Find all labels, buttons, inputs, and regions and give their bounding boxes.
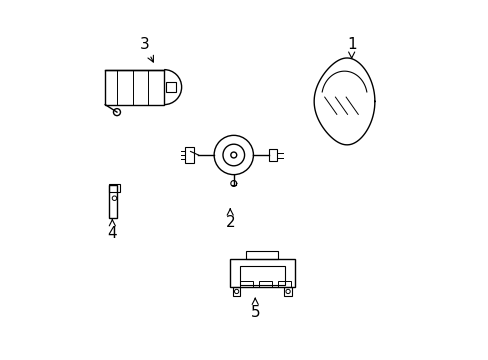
Bar (278, 281, 291, 287)
Bar (109, 185, 116, 217)
Text: 5: 5 (250, 298, 260, 320)
Bar (184, 147, 194, 163)
Bar (166, 82, 176, 92)
Bar (284, 287, 291, 296)
Bar (105, 69, 164, 105)
Text: 4: 4 (107, 220, 117, 241)
Bar (268, 149, 276, 161)
Bar (109, 184, 120, 192)
Bar (240, 281, 252, 287)
Text: 2: 2 (225, 209, 235, 230)
Bar (230, 259, 294, 287)
Bar (240, 266, 285, 285)
Text: 3: 3 (139, 37, 153, 62)
Bar (246, 251, 278, 259)
Text: 1: 1 (346, 37, 356, 58)
Bar (232, 287, 240, 296)
Bar (259, 281, 271, 287)
